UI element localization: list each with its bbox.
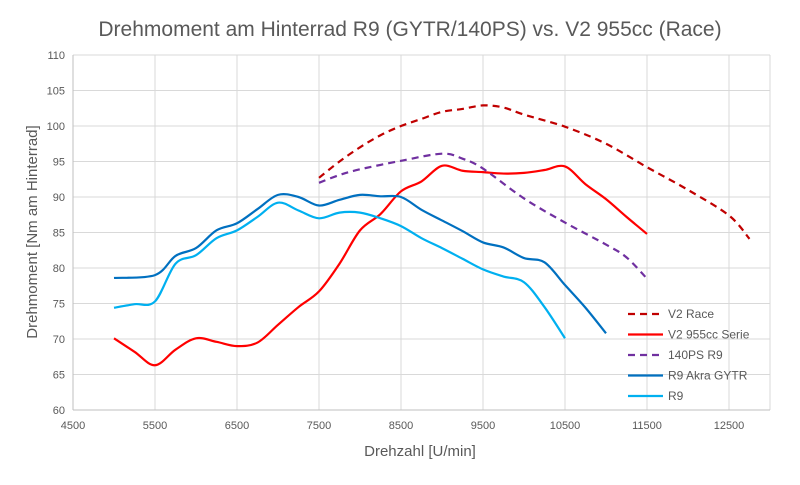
series-line-r9-akra-gytr — [113, 193, 607, 335]
x-tick-label: 11500 — [632, 420, 662, 432]
y-tick-label: 65 — [53, 370, 65, 382]
y-tick-label: 60 — [53, 405, 65, 417]
y-tick-label: 110 — [47, 50, 65, 62]
y-tick-label: 100 — [47, 121, 65, 133]
y-tick-label: 105 — [47, 86, 65, 98]
x-tick-label: 12500 — [714, 420, 745, 432]
series-line-r9 — [113, 201, 566, 339]
legend-label: V2 955cc Serie — [668, 328, 750, 342]
y-tick-label: 95 — [53, 157, 65, 169]
legend-label: 140PS R9 — [668, 348, 723, 362]
y-tick-label: 80 — [53, 263, 65, 275]
chart-title: Drehmoment am Hinterrad R9 (GYTR/140PS) … — [98, 18, 721, 41]
legend-label: R9 — [668, 389, 684, 403]
legend-label: R9 Akra GYTR — [668, 369, 748, 383]
x-tick-label: 9500 — [471, 420, 495, 432]
x-tick-label: 8500 — [389, 420, 413, 432]
x-axis-label: Drehzahl [U/min] — [364, 443, 476, 460]
series-line-v2-955cc-serie — [113, 164, 648, 367]
x-tick-label: 4500 — [61, 420, 85, 432]
y-tick-label: 90 — [53, 192, 65, 204]
y-tick-label: 70 — [53, 334, 65, 346]
y-axis-label: Drehmoment [Nm am Hinterrad] — [24, 125, 41, 338]
series-line-v2-race — [318, 104, 751, 240]
y-tick-label: 75 — [53, 299, 65, 311]
x-tick-label: 7500 — [307, 420, 331, 432]
x-tick-label: 5500 — [143, 420, 167, 432]
legend-label: V2 Race — [668, 307, 714, 321]
y-tick-label: 85 — [53, 228, 65, 240]
x-tick-label: 10500 — [550, 420, 581, 432]
x-tick-label: 6500 — [225, 420, 249, 432]
series-line-140ps-r9 — [318, 152, 648, 280]
